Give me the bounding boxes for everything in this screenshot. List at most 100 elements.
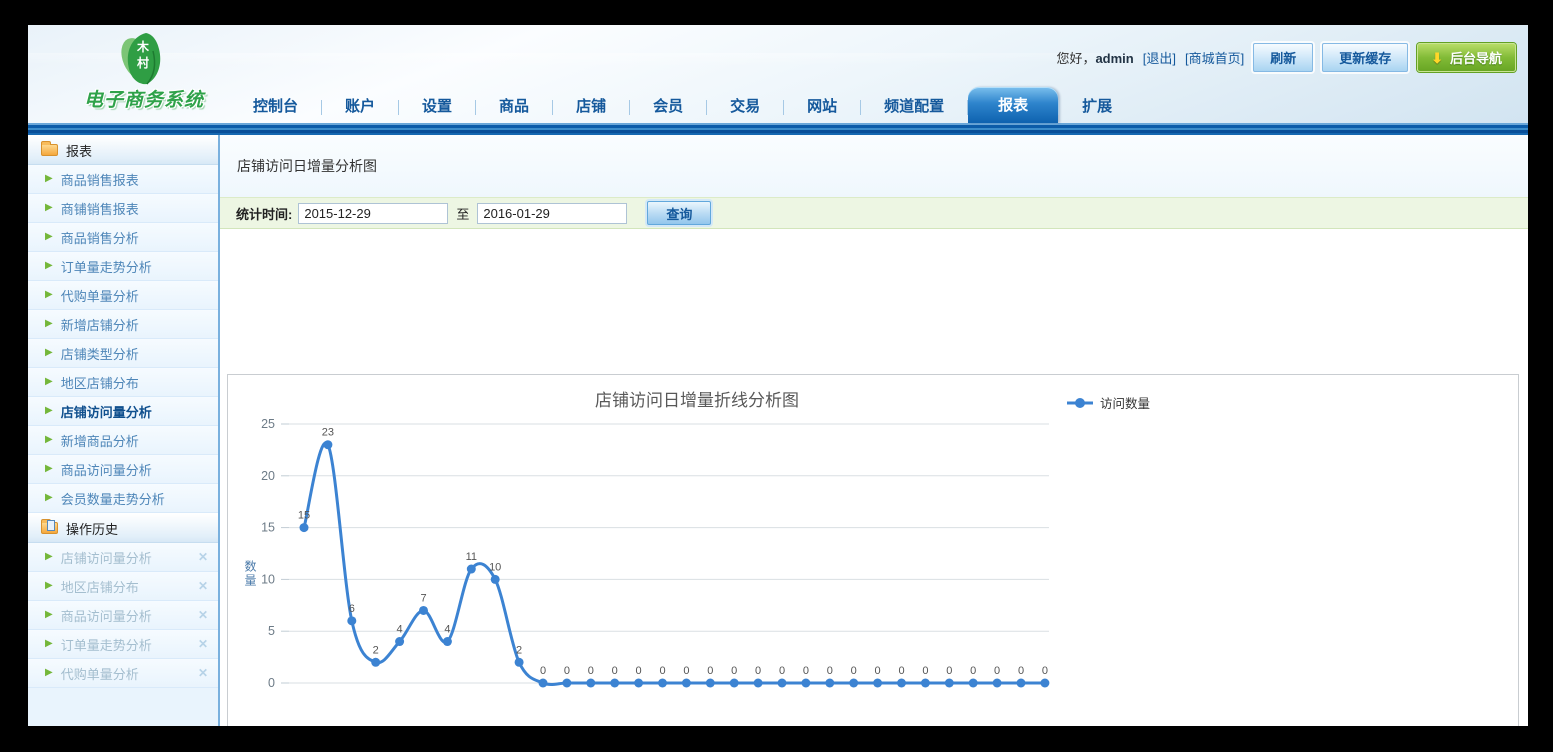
sidebar-item-label: 商品访问量分析 <box>60 608 152 624</box>
svg-text:0: 0 <box>731 665 737 677</box>
sidebar-item-reports-7[interactable]: ▶ 地区店铺分布 <box>28 368 218 397</box>
sidebar-item-reports-8[interactable]: ▶ 店铺访问量分析 <box>28 397 218 426</box>
svg-text:0: 0 <box>779 665 785 677</box>
svg-text:6: 6 <box>349 603 355 615</box>
sidebar-item-reports-4[interactable]: ▶ 代购单量分析 <box>28 281 218 310</box>
svg-text:0: 0 <box>875 665 881 677</box>
svg-text:0: 0 <box>970 665 976 677</box>
svg-text:访问数量: 访问数量 <box>1100 396 1150 411</box>
sidebar-item-label: 店铺访问量分析 <box>60 550 152 566</box>
user-area: 您好，admin [退出] [商城首页] 刷新 更新缓存 ⬇ 后台导航 <box>1056 43 1516 72</box>
sidebar-item-reports-2[interactable]: ▶ 商品销售分析 <box>28 223 218 252</box>
triangle-bullet-icon: ▶ <box>45 173 53 184</box>
tab-separator <box>398 100 400 115</box>
tab-extend[interactable]: 扩展 <box>1082 98 1113 115</box>
mall-home-link[interactable]: [商城首页] <box>1184 51 1245 66</box>
svg-text:11: 11 <box>466 551 477 563</box>
sidebar-section-title: 报表 <box>66 143 93 159</box>
sidebar-item-label: 地区店铺分布 <box>60 579 139 595</box>
triangle-bullet-icon: ▶ <box>45 609 53 620</box>
username: admin <box>1095 51 1134 66</box>
svg-text:0: 0 <box>922 665 928 677</box>
triangle-bullet-icon: ▶ <box>45 492 53 503</box>
tab-site[interactable]: 网站 <box>807 98 838 115</box>
svg-text:木: 木 <box>136 39 150 54</box>
backend-nav-button[interactable]: ⬇ 后台导航 <box>1417 43 1516 72</box>
tab-store[interactable]: 店铺 <box>576 98 607 115</box>
svg-text:4: 4 <box>397 624 403 636</box>
tab-trade[interactable]: 交易 <box>730 98 761 115</box>
sidebar-section-reports[interactable]: 报表 <box>28 135 218 165</box>
sidebar-item-label: 会员数量走势分析 <box>60 491 165 507</box>
sidebar-item-reports-6[interactable]: ▶ 店铺类型分析 <box>28 339 218 368</box>
sidebar-item-reports-3[interactable]: ▶ 订单量走势分析 <box>28 252 218 281</box>
svg-text:5: 5 <box>268 624 275 638</box>
tab-console[interactable]: 控制台 <box>253 98 299 115</box>
tab-separator <box>629 100 631 115</box>
sidebar-section-title: 操作历史 <box>66 521 119 537</box>
nav-divider-stripes <box>28 123 1528 135</box>
tab-separator <box>321 100 323 115</box>
logout-link[interactable]: [退出] <box>1142 51 1176 66</box>
svg-text:4: 4 <box>444 624 450 636</box>
close-icon[interactable]: ✕ <box>197 637 208 651</box>
svg-text:0: 0 <box>612 665 618 677</box>
tab-separator <box>706 100 708 115</box>
svg-text:0: 0 <box>898 665 904 677</box>
svg-text:15: 15 <box>261 521 275 535</box>
triangle-bullet-icon: ▶ <box>45 289 53 300</box>
query-button[interactable]: 查询 <box>647 201 712 225</box>
svg-text:0: 0 <box>683 665 689 677</box>
sidebar-item-reports-9[interactable]: ▶ 新增商品分析 <box>28 426 218 455</box>
sidebar-item-history-3[interactable]: ▶ 订单量走势分析 ✕ <box>28 630 218 659</box>
triangle-bullet-icon: ▶ <box>45 638 53 649</box>
sidebar-item-label: 代购单量分析 <box>60 666 139 682</box>
tab-channel-config[interactable]: 频道配置 <box>884 98 945 115</box>
svg-text:0: 0 <box>851 665 857 677</box>
triangle-bullet-icon: ▶ <box>45 318 53 329</box>
sidebar-item-label: 商品销售报表 <box>60 172 139 188</box>
svg-text:25: 25 <box>261 417 275 431</box>
tab-settings[interactable]: 设置 <box>422 98 453 115</box>
tab-account[interactable]: 账户 <box>345 98 376 115</box>
svg-text:数量: 数量 <box>243 559 257 588</box>
sidebar-item-reports-0[interactable]: ▶ 商品销售报表 <box>28 165 218 194</box>
main-nav: 控制台 账户 设置 商品 店铺 会员 交易 网站 频道配置 报表 扩展 <box>230 87 1528 123</box>
triangle-bullet-icon: ▶ <box>45 405 53 416</box>
close-icon[interactable]: ✕ <box>197 550 208 564</box>
sidebar-item-reports-10[interactable]: ▶ 商品访问量分析 <box>28 455 218 484</box>
sidebar-item-reports-1[interactable]: ▶ 商铺销售报表 <box>28 194 218 223</box>
header: 木 村 电子商务系统 您好，admin [退出] [商城首页] 刷新 更新缓存 … <box>28 25 1528 123</box>
tab-reports[interactable]: 报表 <box>968 87 1059 123</box>
sidebar-item-history-0[interactable]: ▶ 店铺访问量分析 ✕ <box>28 543 218 572</box>
sidebar-item-history-2[interactable]: ▶ 商品访问量分析 ✕ <box>28 601 218 630</box>
history-folder-icon <box>41 519 58 534</box>
triangle-bullet-icon: ▶ <box>45 231 53 242</box>
line-chart-panel: -50510152025数量店铺访问日增量折线分析图访问数量12-2912-30… <box>227 374 1519 726</box>
sidebar-item-reports-11[interactable]: ▶ 会员数量走势分析 <box>28 484 218 513</box>
svg-text:0: 0 <box>827 665 833 677</box>
sidebar-item-label: 地区店铺分布 <box>60 375 139 391</box>
svg-text:0: 0 <box>707 665 713 677</box>
sidebar-section-history[interactable]: 操作历史 <box>28 513 218 543</box>
sidebar-item-reports-5[interactable]: ▶ 新增店铺分析 <box>28 310 218 339</box>
tab-goods[interactable]: 商品 <box>499 98 530 115</box>
sidebar-item-history-4[interactable]: ▶ 代购单量分析 ✕ <box>28 659 218 688</box>
svg-text:0: 0 <box>564 665 570 677</box>
triangle-bullet-icon: ▶ <box>45 463 53 474</box>
close-icon[interactable]: ✕ <box>197 579 208 593</box>
start-date-input[interactable] <box>298 202 449 224</box>
filter-bar: 统计时间: 至 查询 <box>220 197 1528 229</box>
triangle-bullet-icon: ▶ <box>45 260 53 271</box>
close-icon[interactable]: ✕ <box>197 608 208 622</box>
sidebar-item-history-1[interactable]: ▶ 地区店铺分布 ✕ <box>28 572 218 601</box>
tab-separator <box>1058 100 1060 115</box>
end-date-input[interactable] <box>477 202 628 224</box>
main-content: 店铺访问日增量分析图 统计时间: 至 查询 -50510152025数量店铺访问… <box>220 135 1528 726</box>
update-cache-button[interactable]: 更新缓存 <box>1322 43 1409 72</box>
tab-member[interactable]: 会员 <box>653 98 684 115</box>
refresh-button[interactable]: 刷新 <box>1253 43 1314 72</box>
close-icon[interactable]: ✕ <box>197 666 208 680</box>
logo: 木 村 电子商务系统 <box>54 29 234 112</box>
svg-text:0: 0 <box>803 665 809 677</box>
